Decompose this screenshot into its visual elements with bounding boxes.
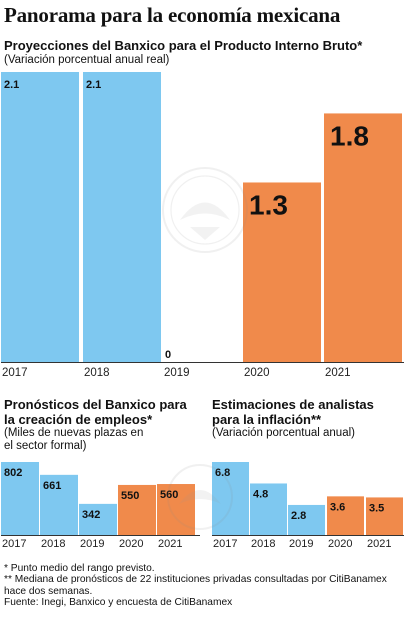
bar-2018: [40, 474, 78, 535]
data-label-2020: 550: [121, 490, 139, 502]
tick-label-2018: 2018: [84, 367, 110, 379]
data-label-2019: 342: [82, 509, 100, 521]
page-title: Panorama para la economía mexicana: [4, 3, 341, 27]
footnotes: * Punto medio del rango previsto. ** Med…: [4, 563, 404, 609]
gdp-chart-title: Proyecciones del Banxico para el Product…: [4, 38, 363, 53]
employment-chart-note: (Miles de nuevas plazas en el sector for…: [4, 427, 144, 452]
gdp-bar-chart: 2.1 2017 2.1 2018 0 2019 1.3 2020 1.8 2021: [1, 72, 404, 379]
bar-2018: [83, 72, 161, 362]
employment-chart-title: Pronósticos del Banxico para la creación…: [4, 397, 187, 427]
tick-label-2020: 2020: [328, 538, 352, 550]
tick-label-2021: 2021: [158, 538, 182, 550]
bar-2017: [212, 462, 249, 535]
bar-2019: [288, 504, 325, 535]
tick-label-2017: 2017: [2, 538, 26, 550]
tick-label-2018: 2018: [41, 538, 65, 550]
tick-label-2020: 2020: [244, 367, 270, 379]
footnote-range: * Punto medio del rango previsto.: [4, 563, 155, 574]
data-label-2018: 661: [43, 480, 61, 492]
tick-label-2018: 2018: [251, 538, 275, 550]
data-label-2020: 1.3: [249, 189, 288, 220]
footnote-median: ** Mediana de pronósticos de 22 instituc…: [4, 574, 387, 597]
data-label-2020: 3.6: [330, 501, 345, 513]
data-label-2019: 0: [165, 349, 171, 361]
bar-2021: [366, 497, 403, 535]
data-label-2017: 2.1: [4, 79, 19, 91]
data-label-2021: 560: [160, 489, 178, 501]
gdp-chart-note: (Variación porcentual anual real): [4, 54, 170, 66]
tick-label-2017: 2017: [2, 367, 28, 379]
data-label-2018: 2.1: [86, 79, 101, 91]
tick-label-2019: 2019: [164, 367, 190, 379]
employment-bar-chart: 802 2017 661 2018 342 2019 550 2020 560 2021: [1, 462, 200, 550]
bar-2017: [1, 462, 39, 535]
inflation-chart-title: Estimaciones de analistas para la inflac…: [212, 397, 374, 427]
inflation-chart-note: (Variación porcentual anual): [212, 427, 355, 439]
data-label-2017: 802: [4, 467, 22, 479]
bar-2020: [118, 484, 156, 535]
bar-2017: [1, 72, 79, 362]
bar-2021: [157, 484, 195, 535]
bar-2018: [250, 483, 287, 535]
tick-label-2017: 2017: [213, 538, 237, 550]
bar-2019: [79, 503, 117, 535]
tick-label-2019: 2019: [289, 538, 313, 550]
bar-2021: [324, 113, 402, 362]
inflation-bar-chart: 6.8 2017 4.8 2018 2.8 2019 3.6 2020 3.5 2021: [212, 462, 404, 550]
tick-label-2021: 2021: [367, 538, 391, 550]
data-label-2018: 4.8: [253, 488, 268, 500]
tick-label-2019: 2019: [80, 538, 104, 550]
data-label-2021: 1.8: [330, 120, 369, 151]
footnote-source: Fuente: Inegi, Banxico y encuesta de Cit…: [4, 597, 233, 609]
tick-label-2021: 2021: [325, 367, 351, 379]
bar-2020: [243, 182, 321, 362]
data-label-2017: 6.8: [215, 467, 230, 479]
data-label-2019: 2.8: [291, 510, 306, 522]
data-label-2021: 3.5: [369, 502, 384, 514]
bar-2020: [327, 496, 364, 535]
tick-label-2020: 2020: [119, 538, 143, 550]
